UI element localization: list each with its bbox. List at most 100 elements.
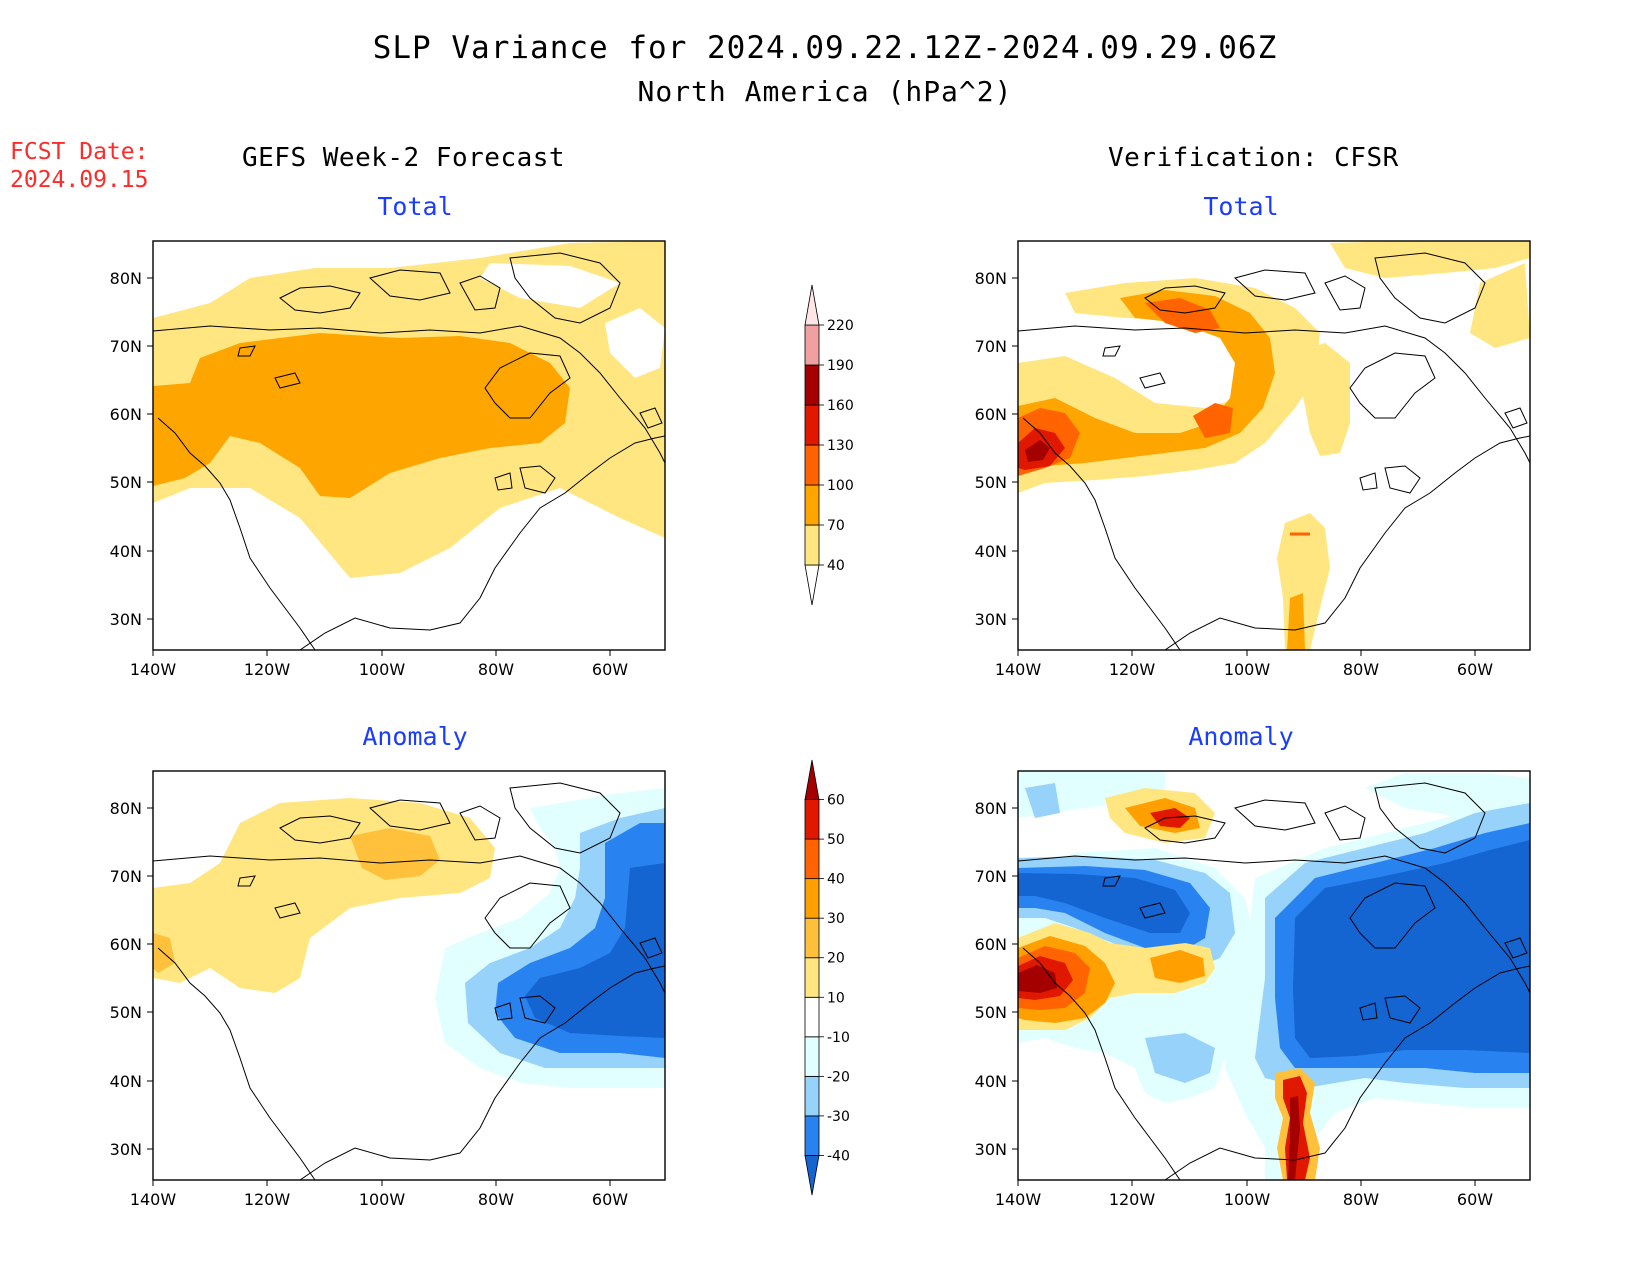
colorbar-swatch <box>804 799 820 840</box>
forecast-date-value: 2024.09.15 <box>10 167 149 193</box>
cfsr-anomaly-title: Anomaly <box>1188 722 1294 751</box>
total-colorbar: 40 70 100 130 160 190 220 <box>804 284 854 606</box>
forecast-date: FCST Date: 2024.09.15 <box>10 138 148 194</box>
lon-tick-label: 80W <box>1343 1190 1379 1209</box>
colorbar-label: -30 <box>827 1109 850 1125</box>
colorbar-label: 50 <box>827 832 845 848</box>
lon-tick-label: 140W <box>995 660 1042 679</box>
cfsr-total-axes: 80N 70N 60N 50N 40N 30N 140W 120W 100W 80W 60W <box>975 269 1494 679</box>
gefs-total-map: 80N 70N 60N 50N 40N 30N 140W 120W 100W 80W 60W <box>110 240 666 679</box>
right-column-title: Verification: CFSR <box>1108 143 1399 173</box>
colorbar-label: -40 <box>827 1148 850 1164</box>
colorbar-swatch <box>804 878 820 919</box>
colorbar-label: 10 <box>827 990 845 1006</box>
colorbar-label: 100 <box>827 478 854 494</box>
colorbar-swatch <box>804 1075 820 1117</box>
lon-tick-label: 140W <box>995 1190 1042 1209</box>
lat-tick-label: 40N <box>110 1072 142 1091</box>
gefs-anomaly-title: Anomaly <box>362 722 468 751</box>
lat-tick-label: 70N <box>110 867 142 886</box>
colorbar-swatch <box>804 1155 820 1196</box>
lon-tick-label: 140W <box>130 660 177 679</box>
colorbar-label: 130 <box>827 438 854 454</box>
colorbar-swatch <box>804 444 820 486</box>
lon-tick-label: 120W <box>244 1190 291 1209</box>
lat-tick-label: 70N <box>975 867 1007 886</box>
cfsr-anomaly-axes: 80N 70N 60N 50N 40N 30N 140W 120W 100W 80W 60W <box>975 799 1494 1209</box>
lat-tick-label: 60N <box>975 935 1007 954</box>
gefs-total-axes: 80N 70N 60N 50N 40N 30N 140W 120W 100W 80W 60W <box>110 269 629 679</box>
lat-tick-label: 40N <box>975 1072 1007 1091</box>
gefs-total-frame <box>152 240 666 651</box>
lat-tick-label: 80N <box>975 269 1007 288</box>
lat-tick-label: 30N <box>110 1140 142 1159</box>
colorbar-label: 40 <box>827 558 845 574</box>
lat-tick-label: 80N <box>110 269 142 288</box>
colorbar-swatch <box>804 759 820 800</box>
lon-tick-label: 120W <box>1109 1190 1156 1209</box>
colorbar-label: -10 <box>827 1030 850 1046</box>
colorbar-label: 40 <box>827 872 845 888</box>
colorbar-swatch <box>804 996 820 1038</box>
colorbar-label: 70 <box>827 518 845 534</box>
colorbar-label: -20 <box>827 1069 850 1085</box>
lon-tick-label: 60W <box>592 660 628 679</box>
page-title: SLP Variance for 2024.09.22.12Z-2024.09.… <box>372 30 1278 66</box>
cfsr-anomaly-map: 80N 70N 60N 50N 40N 30N 140W 120W 100W 80W 60W <box>975 770 1531 1209</box>
colorbar-label: 220 <box>827 318 854 334</box>
lon-tick-label: 100W <box>1224 660 1271 679</box>
lon-tick-label: 100W <box>1224 1190 1271 1209</box>
colorbar-swatch <box>804 404 820 446</box>
lat-tick-label: 30N <box>110 610 142 629</box>
lon-tick-label: 140W <box>130 1190 177 1209</box>
lon-tick-label: 80W <box>478 1190 514 1209</box>
colorbar-swatch <box>804 917 820 959</box>
gefs-total-title: Total <box>377 192 453 221</box>
left-column-title: GEFS Week-2 Forecast <box>242 143 566 173</box>
lon-tick-label: 80W <box>478 660 514 679</box>
lat-tick-label: 30N <box>975 1140 1007 1159</box>
cfsr-anomaly-frame <box>1017 770 1531 1181</box>
anomaly-colorbar: -40 -30 -20 -10 10 20 30 40 50 60 <box>804 759 850 1196</box>
cfsr-total-map: 80N 70N 60N 50N 40N 30N 140W 120W 100W 80W 60W <box>975 240 1531 679</box>
lat-tick-label: 60N <box>110 935 142 954</box>
colorbar-label: 60 <box>827 793 845 809</box>
cfsr-total-coastlines <box>1018 252 1530 650</box>
colorbar-label: 190 <box>827 358 854 374</box>
lon-tick-label: 100W <box>359 1190 406 1209</box>
lat-tick-label: 50N <box>975 1003 1007 1022</box>
lat-tick-label: 40N <box>975 542 1007 561</box>
colorbar-swatch <box>804 484 820 526</box>
colorbar-swatch <box>804 364 820 406</box>
gefs-anomaly-axes: 80N 70N 60N 50N 40N 30N 140W 120W 100W 80W 60W <box>110 799 629 1209</box>
lon-tick-label: 100W <box>359 660 406 679</box>
colorbar-swatch <box>804 1036 820 1077</box>
colorbar-label: 20 <box>827 951 845 967</box>
lat-tick-label: 70N <box>975 337 1007 356</box>
lat-tick-label: 60N <box>975 405 1007 424</box>
cfsr-total-title: Total <box>1203 192 1279 221</box>
lat-tick-label: 80N <box>975 799 1007 818</box>
lat-tick-label: 50N <box>110 1003 142 1022</box>
lat-tick-label: 40N <box>110 542 142 561</box>
colorbar-label: 160 <box>827 398 854 414</box>
colorbar-swatch <box>804 524 820 566</box>
colorbar-swatch <box>804 284 820 326</box>
colorbar-swatch <box>804 324 820 366</box>
cfsr-total-field <box>1018 241 1530 650</box>
page-subtitle: North America (hPa^2) <box>637 75 1013 108</box>
lat-tick-label: 50N <box>975 473 1007 492</box>
gefs-anomaly-field <box>153 771 665 1180</box>
lon-tick-label: 60W <box>592 1190 628 1209</box>
colorbar-swatch <box>804 838 820 880</box>
lon-tick-label: 80W <box>1343 660 1379 679</box>
colorbar-swatch <box>804 957 820 998</box>
colorbar-swatch <box>804 564 820 606</box>
gefs-anomaly-frame <box>152 770 666 1181</box>
lat-tick-label: 70N <box>110 337 142 356</box>
lon-tick-label: 120W <box>1109 660 1156 679</box>
lat-tick-label: 30N <box>975 610 1007 629</box>
lat-tick-label: 50N <box>110 473 142 492</box>
cfsr-anomaly-field <box>1018 771 1530 1180</box>
lon-tick-label: 60W <box>1457 660 1493 679</box>
